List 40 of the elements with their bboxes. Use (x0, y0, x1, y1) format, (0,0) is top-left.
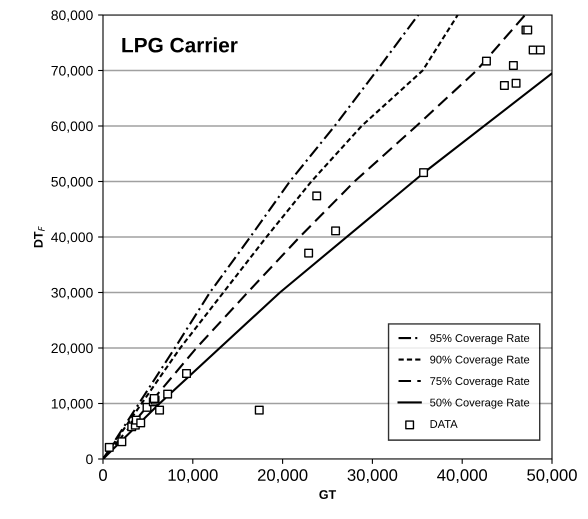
point (142, 402, 152, 412)
y-tick-label: 50,000 (51, 176, 93, 188)
point (312, 191, 322, 200)
point (508, 61, 518, 70)
y-axis-title: DT$_{F}$ (34, 226, 45, 248)
point (536, 45, 545, 54)
legend-label: 90% Coverage Rate (430, 356, 530, 366)
point (254, 406, 264, 415)
point (419, 168, 428, 178)
y-tick-label: 80,000 (51, 10, 93, 22)
y-tick-label: 10,000 (52, 398, 93, 410)
point (482, 56, 491, 66)
point (500, 80, 509, 90)
point (117, 437, 126, 446)
point (163, 390, 172, 399)
point (331, 226, 340, 236)
point (512, 78, 521, 88)
x-tick-label: 50,000 (527, 469, 577, 483)
y-tick-label: 70,000 (52, 66, 93, 78)
x-tick-label: 0 (99, 469, 107, 481)
x-tick-label: 30,000 (348, 469, 398, 483)
legend-label: 95% Coverage Rate (430, 334, 530, 344)
text: LPG Carrier (122, 37, 238, 53)
y-tick-label: 30,000 (51, 288, 93, 300)
legend-label: DATA (430, 420, 458, 428)
point (104, 442, 114, 452)
y-tick-label: 40,000 (51, 232, 93, 244)
x-axis-title: GT (319, 490, 336, 499)
x-tick-label: 10,000 (168, 469, 218, 483)
y-tick-label: 60,000 (52, 121, 93, 133)
y-tick-label: 0 (86, 454, 93, 464)
legend-label: 50% Coverage Rate (430, 398, 530, 409)
y-tick-label: 20,000 (52, 343, 93, 355)
legend-label: 75% Coverage Rate (430, 377, 530, 388)
point (136, 418, 146, 428)
point (155, 406, 164, 415)
point (182, 369, 192, 378)
x-tick-label: 40,000 (437, 469, 488, 483)
x-tick-label: 20,000 (258, 469, 308, 483)
point (304, 248, 314, 258)
